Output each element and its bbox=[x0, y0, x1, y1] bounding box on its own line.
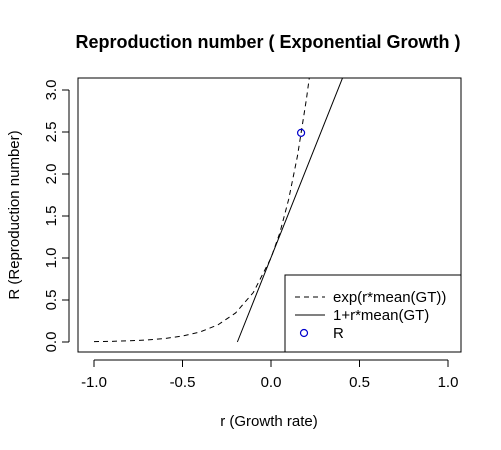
chart-title: Reproduction number ( Exponential Growth… bbox=[76, 32, 461, 52]
linear-approx-line bbox=[236, 78, 344, 343]
y-tick-label: 1.0 bbox=[43, 248, 60, 269]
legend-label-r: R bbox=[333, 325, 344, 342]
x-tick-label: 1.0 bbox=[438, 374, 459, 391]
x-axis: -1.0 -0.5 0.0 0.5 1.0 bbox=[81, 359, 459, 391]
exp-curve-line bbox=[93, 78, 310, 343]
legend-label-linear: 1+r*mean(GT) bbox=[333, 307, 429, 324]
x-tick-label: 0.5 bbox=[349, 374, 370, 391]
y-tick-label: 0.0 bbox=[43, 332, 60, 353]
x-axis-label: r (Growth rate) bbox=[220, 413, 318, 430]
y-axis-label: R (Reproduction number) bbox=[6, 130, 23, 299]
x-tick-label: -1.0 bbox=[81, 374, 107, 391]
y-tick-label: 2.0 bbox=[43, 164, 60, 185]
y-tick-label: 2.5 bbox=[43, 122, 60, 143]
r-point bbox=[296, 128, 306, 137]
x-tick-label: -0.5 bbox=[170, 374, 196, 391]
series-layer bbox=[93, 78, 344, 343]
y-axis: 0.0 0.5 1.0 1.5 2.0 2.5 3.0 bbox=[43, 80, 70, 353]
legend-box bbox=[284, 274, 462, 353]
x-tick-label: 0.0 bbox=[261, 374, 282, 391]
y-tick-label: 1.5 bbox=[43, 206, 60, 227]
legend-swatch-r bbox=[299, 328, 309, 338]
plot-frame bbox=[77, 77, 462, 353]
legend: exp(r*mean(GT)) 1+r*mean(GT) R bbox=[284, 274, 462, 353]
y-tick-label: 0.5 bbox=[43, 290, 60, 311]
legend-label-exp: exp(r*mean(GT)) bbox=[333, 289, 446, 306]
y-tick-label: 3.0 bbox=[43, 80, 60, 101]
